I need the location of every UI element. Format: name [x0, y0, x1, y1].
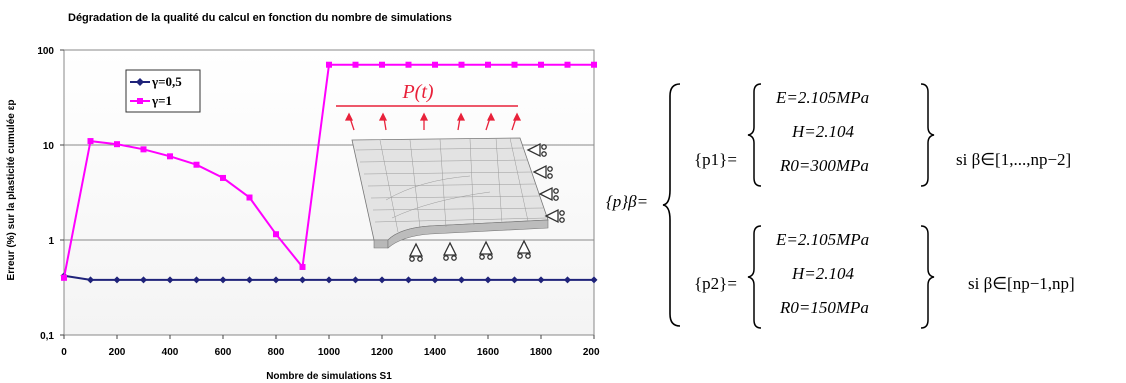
data-point [379, 61, 385, 68]
load-arrows [344, 112, 522, 131]
x-tick-label: 1800 [530, 347, 553, 358]
data-point [272, 276, 280, 284]
legend-label-gamma-05: γ=0,5 [151, 74, 182, 89]
x-tick-label: 800 [268, 347, 285, 358]
x-tick-label: 1400 [424, 347, 447, 358]
data-point [166, 276, 174, 284]
load-label: P(t) [401, 81, 433, 103]
legend-label-gamma-1: γ=1 [151, 93, 172, 108]
data-point [564, 61, 571, 68]
data-point [538, 61, 544, 68]
set-2-line-3: R0=150MPa [780, 298, 869, 317]
y-tick-label: 10 [43, 141, 55, 152]
y-tick-label: 1 [48, 236, 54, 247]
data-point [352, 276, 359, 284]
data-point [511, 276, 518, 284]
data-point [537, 276, 545, 284]
x-tick-label: 1600 [477, 347, 500, 358]
plate-sketch: P(t) [336, 81, 565, 262]
data-point [458, 276, 465, 284]
data-point [511, 61, 518, 68]
x-axis-title: Nombre de simulations S1 [266, 371, 392, 382]
data-point [246, 194, 253, 201]
x-tick-label: 600 [215, 347, 232, 358]
x-tick-label: 0 [61, 347, 67, 358]
chart: Dégradation de la qualité du calcul en f… [6, 12, 600, 382]
data-point [219, 276, 227, 284]
data-point [87, 138, 94, 145]
data-point [458, 61, 465, 68]
set-1-name: {p1}= [694, 150, 737, 169]
y-tick-label: 0,1 [40, 331, 54, 342]
legend-marker-gamma-05 [136, 78, 144, 86]
data-point [378, 276, 386, 284]
data-point [325, 276, 333, 284]
data-point [564, 276, 571, 284]
data-point [193, 276, 200, 284]
data-point [326, 61, 332, 68]
set-2-line-1: E=2.105MPa [776, 230, 870, 249]
y-axis-ticks: 0,1 1 10 100 [37, 46, 64, 342]
data-point [113, 276, 121, 284]
data-point [167, 153, 173, 160]
data-point [299, 263, 306, 270]
y-axis-title: Erreur (%) sur la plasticité cumulée εp [6, 100, 17, 281]
data-point [140, 276, 147, 284]
data-point [590, 276, 598, 284]
data-point [140, 146, 147, 153]
data-point [432, 61, 438, 68]
x-tick-label: 1000 [318, 347, 341, 358]
data-point [484, 276, 492, 284]
data-point [299, 276, 306, 284]
outer-brace [662, 83, 681, 327]
legend: γ=0,5 γ=1 [125, 69, 201, 113]
data-point [193, 161, 200, 168]
formula-lhs: {p}β= [606, 192, 648, 212]
set-1-line-3: R0=300MPa [780, 156, 869, 175]
chart-title: Dégradation de la qualité du calcul en f… [68, 12, 452, 24]
x-tick-label: 400 [162, 347, 179, 358]
data-point [485, 61, 491, 68]
series-layer [60, 61, 598, 284]
data-point [591, 61, 597, 68]
x-tick-label: 1200 [371, 347, 394, 358]
set-2-name: {p2}= [694, 274, 737, 293]
x-axis-ticks: 0 200 400 600 800 1000 1200 1400 1600 1800 2000 [61, 335, 600, 358]
legend-marker-gamma-1 [137, 98, 143, 104]
data-point [61, 274, 67, 281]
data-point [87, 276, 94, 284]
data-point [114, 141, 120, 148]
data-point [405, 276, 412, 284]
set-2-right-brace [920, 225, 935, 329]
set-1-condition: si β∈[1,...,np−2] [956, 150, 1072, 169]
y-tick-label: 100 [37, 46, 54, 57]
set-2-line-2: H=2.104 [792, 264, 854, 283]
x-tick-label: 200 [109, 347, 126, 358]
data-point [220, 174, 226, 181]
data-point [246, 276, 253, 284]
parameter-sets-formula: {p}β= {p1}= E=2.105MPa H=2.104 R0=300MPa… [598, 80, 1118, 330]
set-2-condition: si β∈[np−1,np] [968, 274, 1075, 293]
data-point [352, 61, 359, 68]
set-1-line-2: H=2.104 [792, 122, 854, 141]
lhs-text: {p}β= [606, 192, 649, 211]
data-point [273, 231, 279, 238]
data-point [431, 276, 439, 284]
set-1-left-brace [747, 83, 762, 187]
x-tick-label: 2000 [583, 347, 600, 358]
data-point [405, 61, 412, 68]
set-1-line-1: E=2.105MPa [776, 88, 870, 107]
set-1-right-brace [920, 83, 935, 187]
set-2-left-brace [747, 225, 762, 329]
